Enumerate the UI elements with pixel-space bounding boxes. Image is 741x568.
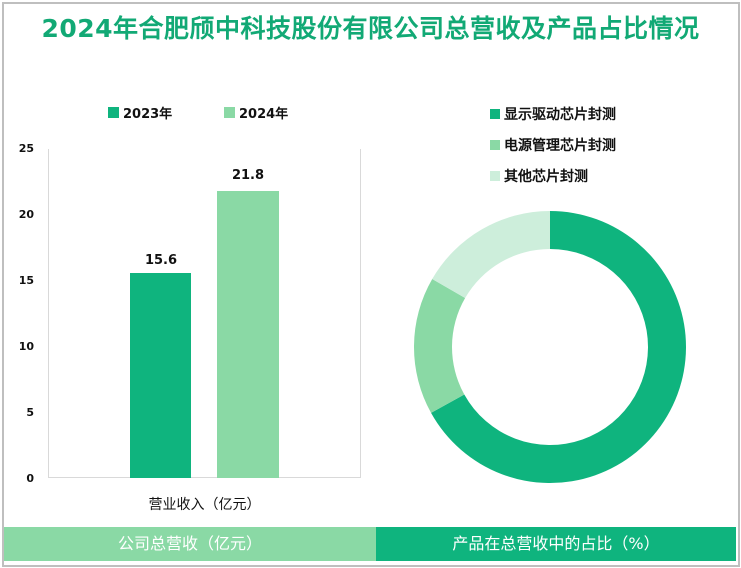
legend-label-2024: 2024年 <box>239 107 289 122</box>
legend-label-other: 其他芯片封测 <box>504 169 588 185</box>
legend-label-display-driver: 显示驱动芯片封测 <box>504 107 616 123</box>
donut-slice-other <box>432 211 550 298</box>
pie-legend-other: 其他芯片封测 <box>490 166 588 186</box>
footer-left-label: 公司总营收（亿元） <box>4 527 376 561</box>
legend-label-2023: 2023年 <box>123 107 173 122</box>
y-tick-20: 20 <box>18 208 34 221</box>
x-axis-label: 营业收入（亿元） <box>148 497 261 513</box>
bar-2023 <box>130 273 191 478</box>
y-tick-0: 0 <box>26 472 34 485</box>
legend-swatch-power-management <box>490 140 500 150</box>
donut-chart <box>414 211 687 483</box>
bar-2024 <box>217 191 279 478</box>
y-tick-10: 10 <box>18 340 34 353</box>
legend-swatch-other <box>490 171 500 181</box>
legend-item-2024: 2024年 <box>224 103 288 122</box>
y-tick-5: 5 <box>26 406 34 419</box>
footer-right-label: 产品在总营收中的占比（%） <box>376 527 736 561</box>
bar-label-2024: 21.8 <box>231 168 265 183</box>
bar-plot-area <box>48 149 361 478</box>
legend-label-power-management: 电源管理芯片封测 <box>504 138 616 154</box>
legend-item-2023: 2023年 <box>108 103 172 122</box>
bar-label-2023: 15.6 <box>144 253 178 268</box>
legend-swatch-2024 <box>224 107 235 118</box>
pie-legend-power-management: 电源管理芯片封测 <box>490 135 616 155</box>
legend-swatch-display-driver <box>490 109 500 119</box>
chart-title: 2024年合肥颀中科技股份有限公司总营收及产品占比情况 <box>41 14 700 43</box>
y-tick-25: 25 <box>18 142 34 155</box>
legend-swatch-2023 <box>108 107 119 118</box>
donut-slice-power-management <box>414 279 466 413</box>
donut-slice-display-driver <box>431 211 687 483</box>
pie-legend-display-driver: 显示驱动芯片封测 <box>490 104 616 124</box>
y-tick-15: 15 <box>18 274 34 287</box>
